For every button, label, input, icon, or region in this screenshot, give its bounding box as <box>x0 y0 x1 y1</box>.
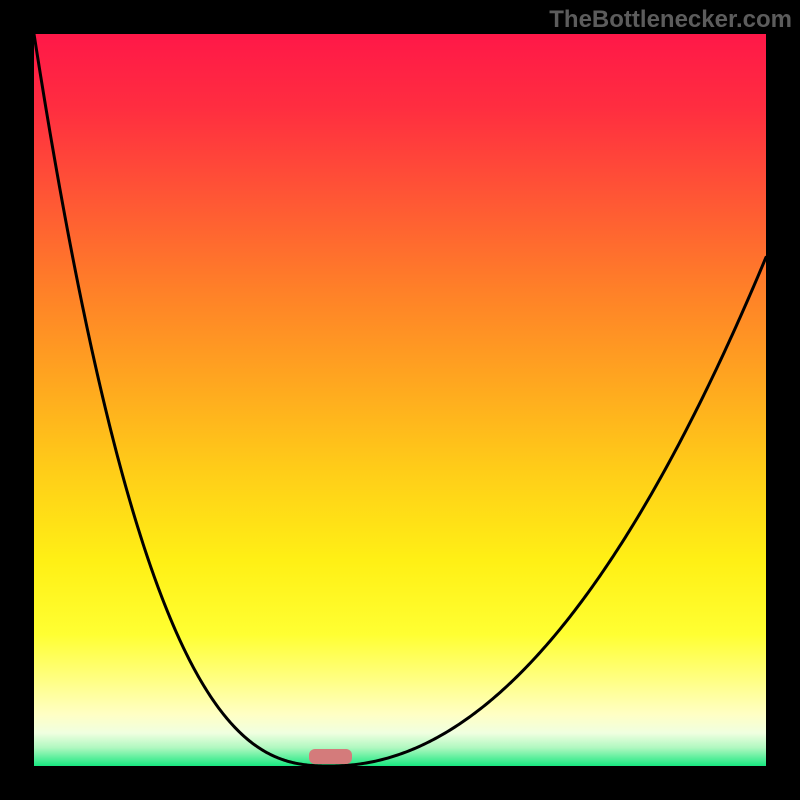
bottleneck-curve <box>34 34 766 766</box>
watermark-text: TheBottlenecker.com <box>549 6 792 34</box>
curve-path <box>34 34 766 766</box>
plot-area <box>34 34 766 766</box>
figure-root: TheBottlenecker.com <box>0 0 800 800</box>
optimal-marker <box>309 749 351 764</box>
